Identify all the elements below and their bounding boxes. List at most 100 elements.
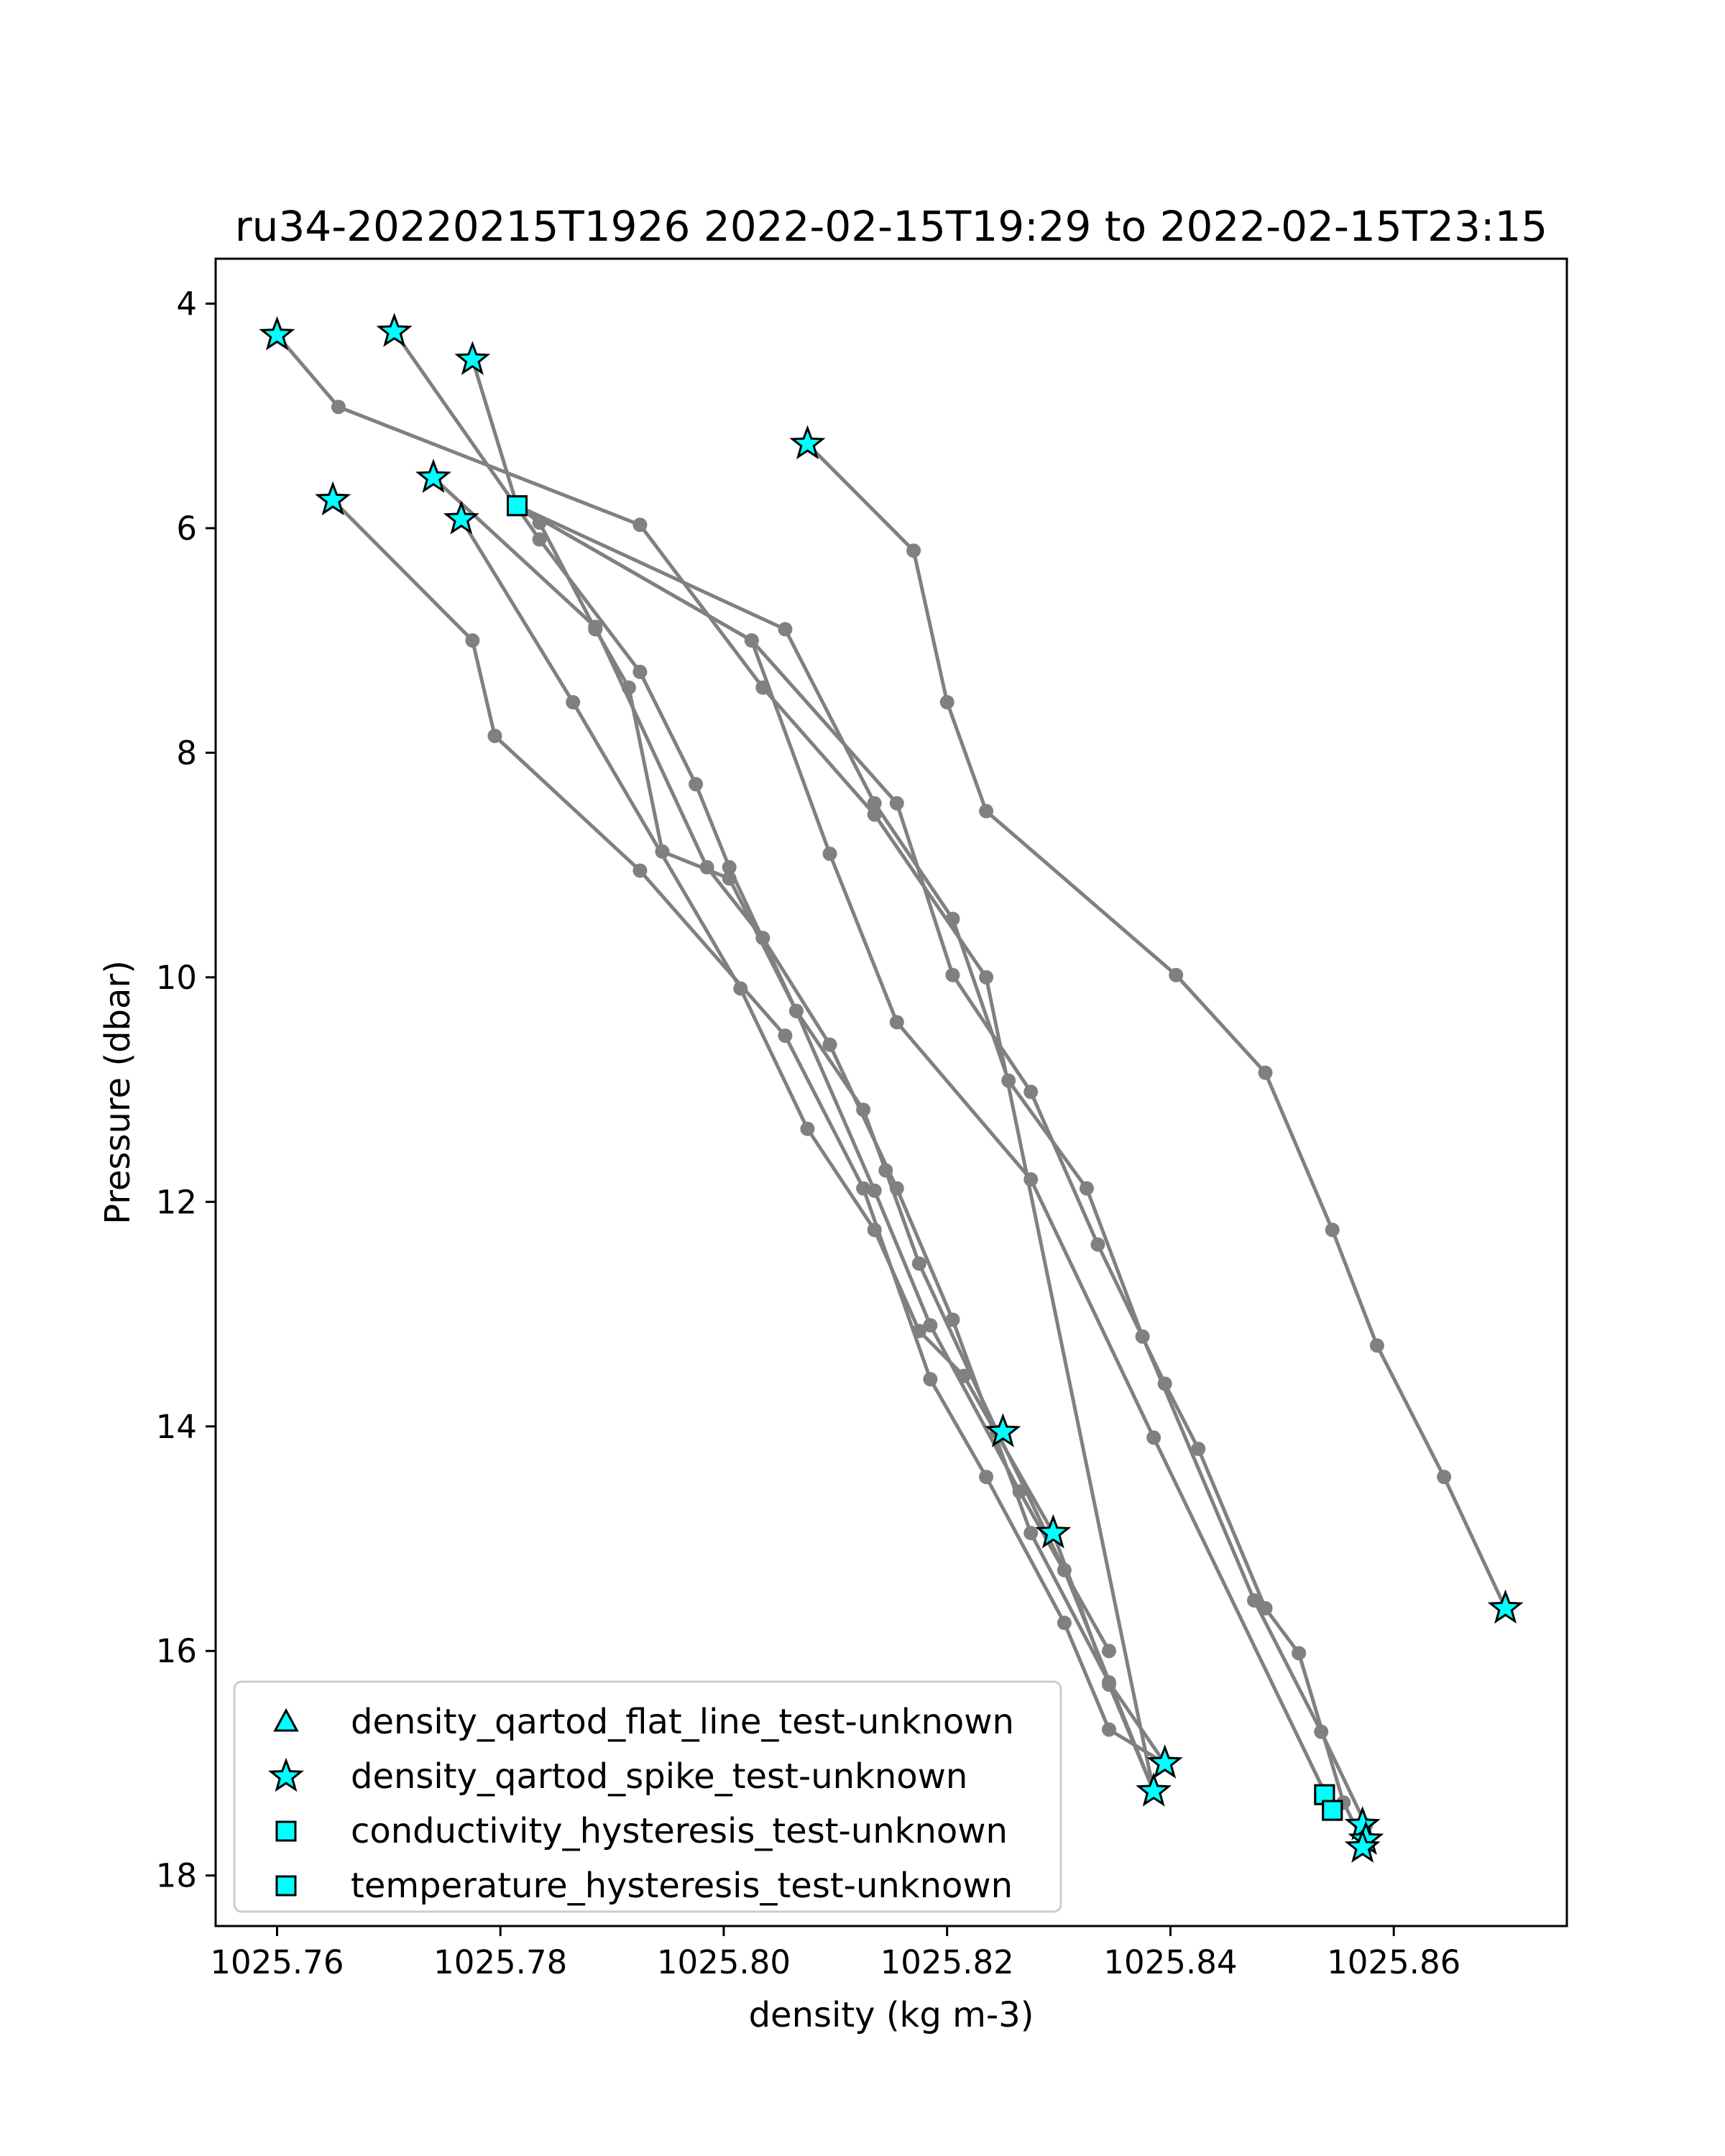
y-tick-label: 6 <box>176 510 197 548</box>
data-point <box>979 969 994 985</box>
data-point <box>689 777 704 792</box>
legend-label: density_qartod_spike_test-unknown <box>351 1756 967 1797</box>
data-point <box>566 695 581 710</box>
spike-flag-marker <box>454 341 491 375</box>
data-point <box>1101 1677 1116 1692</box>
legend-item: density_qartod_flat_line_test-unknown <box>273 1702 1014 1742</box>
data-point <box>1169 967 1184 982</box>
legend-label: conductivity_hysteresis_test-unknown <box>351 1811 1008 1851</box>
x-axis: 1025.76 1025.78 1025.80 1025.82 1025.84 1025.… <box>210 1926 1460 1981</box>
data-point <box>1191 1442 1206 1457</box>
profile-line <box>806 443 1507 1609</box>
spike-flag-marker <box>1344 1828 1381 1863</box>
spike-flag-marker <box>415 459 451 493</box>
data-point <box>744 633 759 648</box>
data-point <box>1157 1376 1172 1391</box>
spike-flag-marker <box>1035 1514 1072 1549</box>
spike-flag-marker <box>315 481 351 516</box>
y-tick-label: 12 <box>156 1183 197 1221</box>
data-point <box>867 796 882 811</box>
data-point <box>465 633 480 648</box>
legend-label: temperature_hysteresis_test-unknown <box>351 1866 1013 1906</box>
data-point <box>532 532 547 547</box>
y-tick-label: 8 <box>176 734 197 772</box>
data-point <box>939 695 954 710</box>
profile-line <box>432 476 1167 1764</box>
data-point <box>699 860 714 875</box>
data-point <box>1258 1600 1273 1616</box>
data-point <box>1057 1616 1072 1631</box>
data-point <box>778 1028 793 1044</box>
spike-flag-marker <box>789 425 826 460</box>
profile-line <box>459 518 1156 1792</box>
data-point <box>788 1003 804 1018</box>
legend-square-icon <box>275 1875 297 1897</box>
data-point <box>800 1121 815 1136</box>
y-axis: 4 6 8 10 12 14 16 18 <box>156 285 216 1895</box>
data-point <box>856 1181 871 1196</box>
legend-square-icon <box>275 1820 297 1842</box>
data-point <box>588 619 603 635</box>
profile-line <box>516 504 1368 1826</box>
data-point <box>1258 1065 1273 1080</box>
data-point <box>822 847 837 862</box>
x-tick-label: 1025.80 <box>657 1943 791 1981</box>
data-point <box>733 981 748 996</box>
spike-flag-marker <box>259 315 295 351</box>
legend-item: density_qartod_spike_test-unknown <box>268 1756 967 1797</box>
data-point <box>1024 1084 1039 1100</box>
y-tick-label: 16 <box>156 1632 197 1670</box>
data-point <box>889 1015 904 1030</box>
spike-flag-marker <box>1136 1772 1172 1807</box>
data-point <box>923 1318 938 1333</box>
data-point <box>979 1470 994 1485</box>
temperature-hysteresis-marker <box>1322 1800 1343 1821</box>
data-point <box>906 543 921 558</box>
plot-frame <box>214 257 1568 1927</box>
data-point <box>867 1183 882 1198</box>
data-point <box>889 796 904 811</box>
x-tick-label: 1025.76 <box>210 1943 344 1981</box>
data-point <box>722 871 737 886</box>
data-point <box>956 1368 971 1383</box>
data-point <box>722 860 737 875</box>
data-point <box>755 931 770 946</box>
data-point <box>1101 1644 1116 1659</box>
legend-star-icon <box>268 1757 304 1792</box>
data-point <box>1437 1470 1452 1485</box>
x-tick-label: 1025.78 <box>433 1943 567 1981</box>
plot-area <box>259 313 1524 1863</box>
data-point <box>632 863 648 878</box>
data-point <box>822 1037 837 1052</box>
legend-item: temperature_hysteresis_test-unknown <box>275 1866 1013 1906</box>
data-point <box>632 664 648 679</box>
data-point <box>979 803 994 819</box>
data-point <box>1325 1222 1340 1238</box>
data-point <box>945 967 960 982</box>
data-point <box>889 1181 904 1196</box>
y-tick-label: 10 <box>156 959 197 997</box>
y-tick-label: 4 <box>176 285 197 323</box>
profile-line <box>516 504 1368 1848</box>
x-tick-label: 1025.86 <box>1327 1943 1460 1981</box>
legend: density_qartod_flat_line_test-unknownden… <box>233 1680 1062 1913</box>
spike-flag-marker <box>376 313 413 347</box>
spike-flag-marker <box>985 1413 1021 1447</box>
flag-markers <box>259 313 1524 1863</box>
data-point <box>487 728 502 743</box>
data-point <box>867 1222 882 1238</box>
x-tick-label: 1025.84 <box>1103 1943 1237 1981</box>
spike-flag-marker <box>443 500 479 535</box>
spike-flag-marker <box>1146 1744 1183 1779</box>
data-point <box>331 400 346 415</box>
data-point <box>1292 1646 1307 1661</box>
data-point <box>923 1372 938 1387</box>
x-axis-label: density (kg m-3) <box>749 1995 1034 2035</box>
data-point <box>1024 1172 1039 1187</box>
data-point <box>945 911 960 926</box>
data-point <box>632 517 648 533</box>
data-point <box>911 1256 926 1271</box>
chart-title: ru34-20220215T1926 2022-02-15T19:29 to 2… <box>235 202 1547 251</box>
data-point <box>778 622 793 637</box>
